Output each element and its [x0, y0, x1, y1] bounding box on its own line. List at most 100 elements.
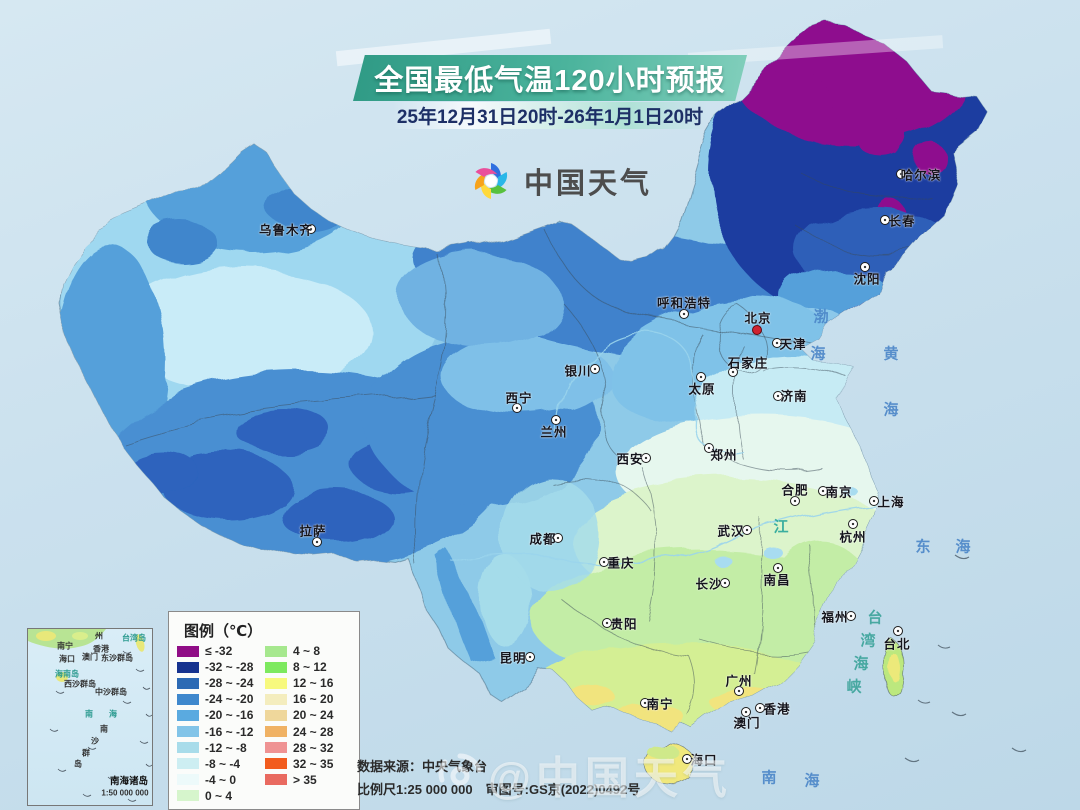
inset-label: 海 [109, 709, 117, 719]
legend-range-label: 8 ~ 12 [293, 660, 327, 675]
pinwheel-logo-icon [474, 163, 508, 199]
city-label: 哈尔滨 [900, 168, 942, 183]
legend-swatch [177, 726, 199, 738]
legend-range-label: -20 ~ -16 [205, 708, 254, 723]
legend-range-label: 32 ~ 35 [293, 756, 334, 771]
city-marker [896, 169, 906, 179]
sea-label: 南 [761, 769, 777, 787]
city-label: 拉萨 [299, 524, 327, 539]
legend-range-label: -12 ~ -8 [205, 740, 247, 755]
inset-label: 南 [100, 724, 108, 734]
legend-row: 8 ~ 12 [265, 659, 333, 675]
reef-marks [904, 554, 1027, 763]
city-label: 西安 [616, 452, 644, 467]
legend-swatch [177, 645, 199, 657]
logo-text: 中国天气 [524, 168, 653, 200]
inset-label: 1:50 000 000 [101, 788, 149, 798]
legend-row: -4 ~ 0 [177, 772, 253, 788]
city-label: 呼和浩特 [656, 296, 712, 311]
city-label: 广州 [725, 674, 753, 689]
city-marker [773, 391, 783, 401]
city-label: 长沙 [695, 577, 723, 592]
inset-label: 南海诸岛 [109, 776, 149, 787]
city-label: 贵阳 [610, 617, 638, 632]
legend-swatch [265, 693, 287, 705]
temperature-legend: 图例（℃） ≤ -32 -32 ~ -28 -28 ~ -24 -24 ~ -20 -2… [168, 611, 360, 810]
city-label: 昆明 [499, 651, 527, 666]
city-marker [512, 403, 522, 413]
city-label: 兰州 [540, 425, 568, 440]
city-marker [679, 309, 689, 319]
title-banner: 全国最低气温120小时预报 [353, 55, 747, 101]
city-marker [682, 754, 692, 764]
legend-range-label: 24 ~ 28 [293, 724, 334, 739]
inset-label: 海口 [59, 654, 75, 664]
city-marker [728, 367, 738, 377]
islands [644, 639, 904, 785]
inset-label: 沙 [91, 736, 99, 746]
sea-label: 峡 [846, 678, 862, 696]
legend-swatch [177, 758, 199, 770]
city-marker [860, 262, 870, 272]
legend-range-label: 28 ~ 32 [293, 740, 334, 755]
city-label: 上海 [877, 495, 905, 510]
legend-row: 20 ~ 24 [265, 707, 333, 723]
city-label: 石家庄 [727, 356, 769, 371]
legend-row: 12 ~ 16 [265, 675, 333, 691]
inset-label: 群 [82, 748, 90, 758]
city-label: 澳门 [733, 716, 761, 731]
inset-label: 岛 [74, 759, 82, 769]
city-label: 北京 [744, 311, 772, 326]
legend-swatch [265, 758, 287, 770]
city-label: 南宁 [646, 697, 674, 712]
city-label: 南京 [825, 485, 853, 500]
city-marker [312, 537, 322, 547]
city-marker [704, 443, 714, 453]
city-marker [742, 525, 752, 535]
city-label: 太原 [688, 382, 716, 397]
legend-row: -20 ~ -16 [177, 707, 253, 723]
city-label: 杭州 [839, 530, 867, 545]
inset-label: 香港 [93, 644, 109, 654]
legend-swatch [177, 661, 199, 673]
sea-label: 海 [810, 345, 826, 363]
city-label: 郑州 [710, 448, 738, 463]
city-label: 西宁 [505, 391, 533, 406]
city-marker [846, 611, 856, 621]
city-marker [880, 215, 890, 225]
scale-line: 比例尺1:25 000 000 审图号:GS京(2022)0492号 [357, 782, 641, 797]
city-marker [306, 224, 316, 234]
city-label: 台北 [883, 637, 911, 652]
legend-row: -28 ~ -24 [177, 675, 253, 691]
city-label: 沈阳 [853, 272, 881, 287]
city-label: 银川 [564, 364, 592, 379]
city-marker [818, 486, 828, 496]
legend-range-label: -28 ~ -24 [205, 676, 254, 691]
sea-label: 海 [883, 401, 899, 419]
legend-row: -8 ~ -4 [177, 756, 253, 772]
subtitle-band: 25年12月31日20时-26年1月1日20时 [393, 102, 707, 129]
inset-label: 南宁 [57, 641, 73, 651]
data-source-line: 数据来源：中央气象台 [357, 759, 488, 774]
legend-row: > 35 [265, 772, 333, 788]
city-marker [641, 453, 651, 463]
legend-swatch [177, 709, 199, 721]
legend-row: 32 ~ 35 [265, 756, 333, 772]
legend-range-label: -32 ~ -28 [205, 660, 254, 675]
legend-range-label: -16 ~ -12 [205, 724, 254, 739]
legend-range-label: 4 ~ 8 [293, 644, 321, 659]
city-label: 海口 [690, 753, 718, 768]
sea-label: 海 [853, 655, 869, 673]
city-label: 福州 [821, 610, 849, 625]
legend-row: -24 ~ -20 [177, 691, 253, 707]
map-source-info: 数据来源：中央气象台 比例尺1:25 000 000 审图号:GS京(2022)… [357, 755, 640, 801]
legend-range-label: 20 ~ 24 [293, 708, 334, 723]
inset-label: 中沙群岛 [95, 687, 127, 697]
inset-label: 台湾岛 [122, 633, 146, 643]
city-marker [893, 626, 903, 636]
legend-range-label: > 35 [293, 772, 317, 787]
legend-range-label: -8 ~ -4 [205, 756, 241, 771]
sea-label: 海 [955, 538, 971, 556]
city-marker [772, 338, 782, 348]
